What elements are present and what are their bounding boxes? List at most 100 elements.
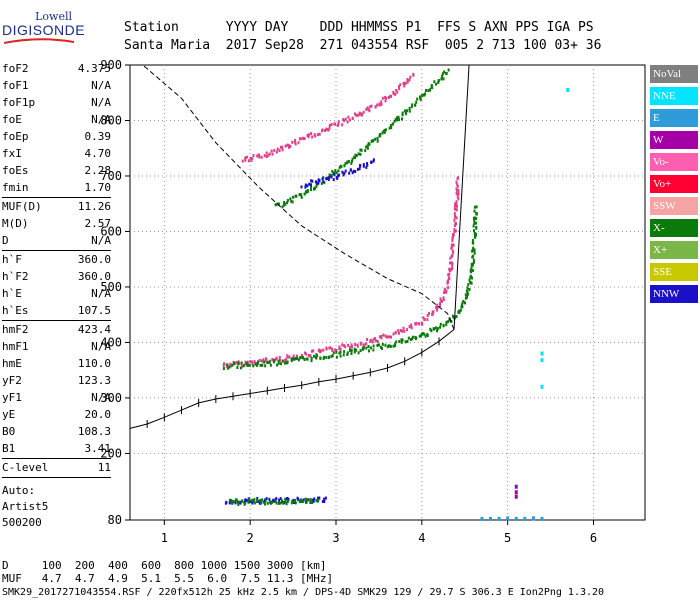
topside-profile-line <box>142 64 455 330</box>
echo-mark <box>359 163 362 167</box>
echo-mark <box>434 326 437 330</box>
echo-mark <box>401 329 404 333</box>
series-vo--0 <box>222 176 460 369</box>
echo-mark <box>317 496 320 500</box>
echo-mark <box>278 149 281 153</box>
echo-mark <box>418 334 421 338</box>
echo-mark <box>338 345 341 349</box>
echo-mark <box>445 72 448 75</box>
param-value: 107.5 <box>77 304 111 317</box>
echo-mark <box>356 344 359 348</box>
echo-mark <box>263 500 266 504</box>
echo-mark <box>367 345 370 348</box>
echo-mark <box>443 291 446 294</box>
echo-mark <box>293 140 296 144</box>
echo-mark <box>439 325 442 329</box>
param-value: 110.0 <box>77 357 111 370</box>
echo-mark <box>457 176 459 180</box>
echo-mark <box>316 499 319 503</box>
auto-artist: Artist5 <box>2 500 49 513</box>
param-row: h`F 360.0 <box>2 251 111 268</box>
echo-mark <box>343 344 346 348</box>
echo-mark <box>318 496 321 500</box>
echo-mark <box>286 497 288 500</box>
echo-mark <box>385 96 388 100</box>
echo-mark <box>455 315 458 319</box>
echo-mark <box>270 149 273 153</box>
echo-mark <box>330 355 333 358</box>
muf-distance-row: D 100 200 400 600 800 1000 1500 3000 [km… <box>2 559 327 572</box>
echo-mark <box>370 161 373 164</box>
echo-mark <box>287 355 290 359</box>
echo-mark <box>351 116 354 120</box>
param-value: 123.3 <box>77 374 111 387</box>
echo-mark <box>450 261 453 265</box>
param-value: N/A <box>91 287 111 300</box>
echo-mark <box>376 339 379 343</box>
echo-mark <box>381 131 384 135</box>
echo-mark <box>473 209 476 213</box>
echo-mark <box>369 105 372 109</box>
y-tick-label: 800 <box>100 113 122 127</box>
echo-mark <box>469 268 472 272</box>
echo-mark <box>464 296 467 300</box>
echo-mark <box>399 83 402 87</box>
echo-mark <box>451 264 454 268</box>
echo-mark <box>402 326 405 330</box>
echo-mark <box>348 171 351 175</box>
param-row: foF1p N/A <box>2 94 111 111</box>
echo-mark <box>296 354 298 358</box>
echo-mark <box>380 336 383 340</box>
echo-mark <box>247 159 250 163</box>
echo-mark <box>397 329 400 333</box>
echo-mark <box>226 365 229 369</box>
echo-mark <box>436 327 439 331</box>
echo-mark <box>400 340 403 344</box>
echo-mark <box>286 201 289 205</box>
echo-mark <box>447 68 450 72</box>
echo-mark <box>472 254 475 258</box>
echo-mark <box>441 74 444 78</box>
echo-mark <box>310 349 313 353</box>
echo-mark <box>439 304 442 308</box>
echo-mark <box>285 357 288 361</box>
param-row: hmE 110.0 <box>2 355 111 372</box>
echo-mark <box>426 318 429 322</box>
echo-mark <box>331 354 334 358</box>
echo-mark <box>421 94 424 97</box>
param-name: D <box>2 234 9 247</box>
echo-mark <box>346 351 349 355</box>
param-name: fxI <box>2 147 22 160</box>
param-value: 11 <box>97 461 111 474</box>
echo-mark <box>372 348 375 352</box>
param-value: 4.70 <box>84 147 112 160</box>
echo-mark <box>393 119 396 123</box>
echo-mark <box>372 344 375 348</box>
echo-mark <box>310 185 312 189</box>
param-value: N/A <box>91 96 111 109</box>
echo-mark <box>354 156 356 160</box>
echo-mark <box>411 337 414 341</box>
param-separator <box>2 197 111 198</box>
echo-mark <box>286 199 289 202</box>
echo-mark <box>349 348 351 352</box>
echo-mark <box>233 361 235 365</box>
echo-mark <box>295 356 298 360</box>
echo-mark <box>394 92 397 96</box>
muf-table: D 100 200 400 600 800 1000 1500 3000 [km… <box>2 559 333 585</box>
series-x--1 <box>222 205 478 370</box>
scaled-parameters-panel: foF2 4.375 foF1 N/A foF1p N/A foE N/A foEp 0.39 fx… <box>2 60 111 478</box>
echo-mark <box>337 122 340 126</box>
param-name: fmin <box>2 181 29 194</box>
echo-mark <box>251 360 254 364</box>
param-row: hmF2 423.4 <box>2 321 111 338</box>
param-name: foF1 <box>2 79 29 92</box>
echo-mark <box>284 202 287 206</box>
echo-mark <box>297 141 300 145</box>
echo-mark <box>451 239 454 243</box>
echo-mark <box>350 352 353 355</box>
echo-mark <box>412 72 415 76</box>
echo-mark <box>328 175 331 179</box>
echo-mark <box>294 138 297 142</box>
